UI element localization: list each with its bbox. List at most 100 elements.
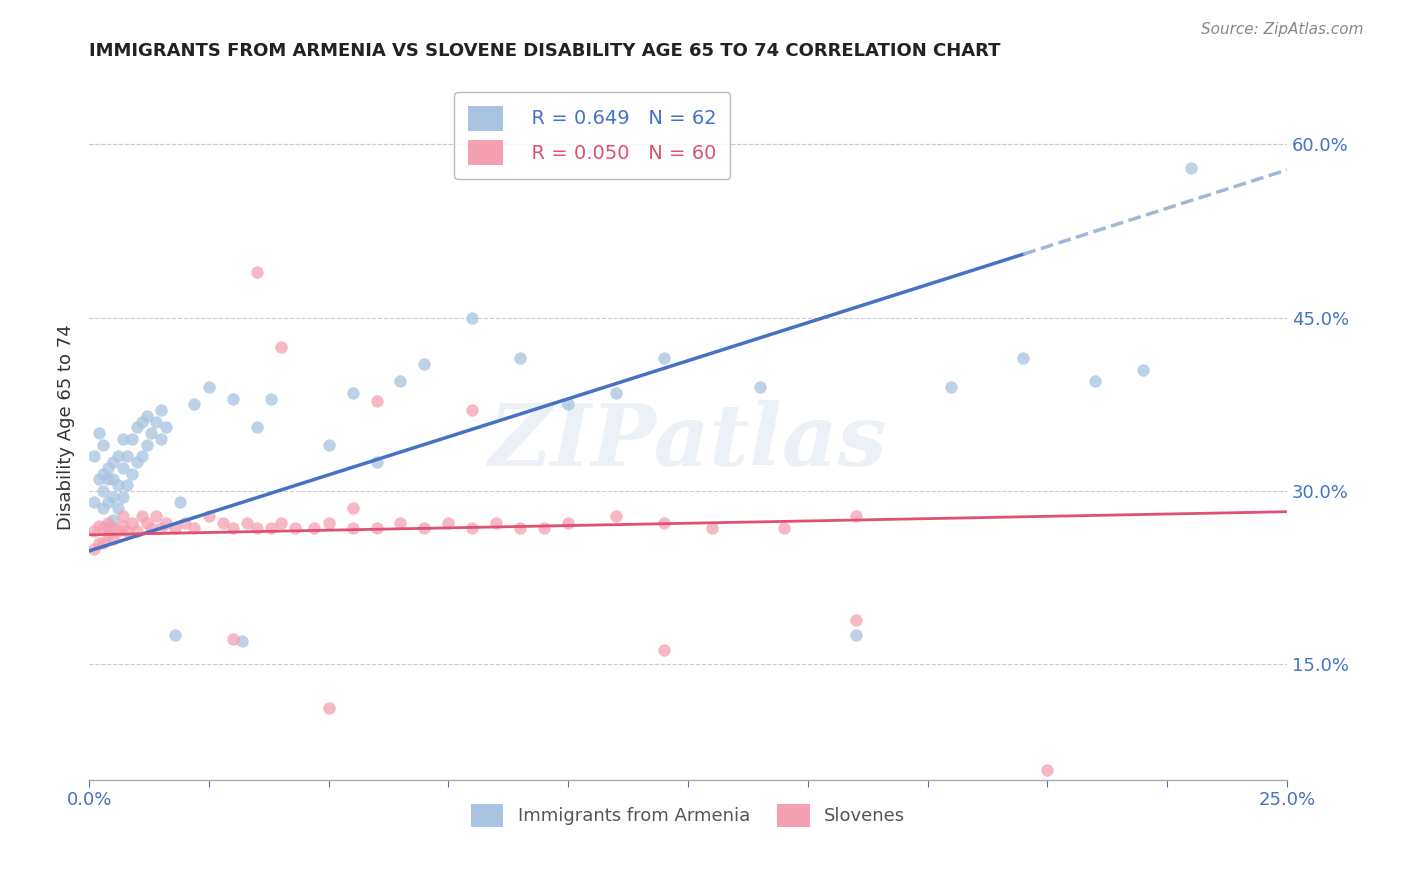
Point (101, 472, 124, 486)
Point (557, 516, 579, 531)
Point (366, 521, 388, 535)
Point (212, 516, 235, 531)
Point (111, 490, 134, 504)
Point (652, 516, 675, 531)
Point (107, 501, 129, 516)
Point (1084, 374, 1107, 388)
Point (83, 541, 105, 556)
Point (183, 521, 205, 535)
Point (121, 467, 143, 481)
Point (97, 495, 120, 509)
Point (131, 415, 153, 429)
Point (246, 264, 269, 278)
Point (318, 701, 340, 715)
Point (87, 472, 110, 486)
Point (260, 521, 283, 535)
Point (366, 393, 388, 408)
Point (97, 472, 120, 486)
Point (83, 524, 105, 539)
Point (107, 450, 129, 464)
Point (101, 490, 124, 504)
Point (111, 518, 134, 533)
Point (437, 516, 460, 531)
Point (1012, 351, 1035, 365)
Point (652, 643, 675, 657)
Point (97, 518, 120, 533)
Point (260, 392, 283, 406)
Point (149, 403, 172, 417)
Point (461, 310, 484, 325)
Point (135, 516, 157, 531)
Point (270, 516, 292, 531)
Point (485, 516, 508, 531)
Point (93, 521, 115, 535)
Point (97, 460, 120, 475)
Point (169, 495, 191, 509)
Point (125, 455, 148, 469)
Point (198, 380, 221, 394)
Point (111, 509, 134, 524)
Point (748, 380, 770, 394)
Point (83, 495, 105, 509)
Point (413, 521, 436, 535)
Point (87, 536, 110, 550)
Point (145, 509, 167, 524)
Point (93, 467, 115, 481)
Point (605, 509, 627, 524)
Point (131, 450, 153, 464)
Point (941, 380, 963, 394)
Y-axis label: Disability Age 65 to 74: Disability Age 65 to 74 (58, 325, 75, 530)
Point (605, 385, 627, 400)
Point (83, 450, 105, 464)
Point (111, 460, 134, 475)
Point (413, 357, 436, 371)
Point (121, 516, 143, 531)
Point (222, 392, 245, 406)
Text: ZIPatlas: ZIPatlas (489, 400, 887, 483)
Point (1180, 161, 1202, 175)
Point (700, 521, 723, 535)
Point (509, 521, 531, 535)
Point (97, 516, 120, 531)
Point (389, 374, 412, 388)
Point (246, 521, 269, 535)
Point (461, 403, 484, 417)
Point (101, 521, 124, 535)
Legend: Immigrants from Armenia, Slovenes: Immigrants from Armenia, Slovenes (464, 797, 912, 834)
Point (222, 632, 245, 646)
Point (198, 509, 221, 524)
Point (845, 613, 868, 627)
Point (772, 521, 794, 535)
Point (135, 438, 157, 452)
Point (117, 450, 139, 464)
Text: Source: ZipAtlas.com: Source: ZipAtlas.com (1201, 22, 1364, 37)
Point (149, 521, 172, 535)
Point (155, 516, 177, 531)
Point (183, 397, 205, 411)
Point (117, 478, 139, 492)
Point (304, 521, 326, 535)
Point (101, 533, 124, 547)
Point (155, 420, 177, 434)
Point (93, 501, 115, 516)
Point (284, 521, 307, 535)
Point (165, 521, 187, 535)
Point (101, 513, 124, 527)
Point (342, 521, 364, 535)
Point (125, 420, 148, 434)
Point (87, 518, 110, 533)
Point (270, 340, 292, 354)
Point (101, 455, 124, 469)
Point (509, 351, 531, 365)
Point (111, 432, 134, 446)
Point (174, 516, 197, 531)
Point (93, 483, 115, 498)
Point (366, 455, 388, 469)
Point (231, 634, 253, 648)
Point (107, 478, 129, 492)
Point (342, 501, 364, 516)
Point (342, 385, 364, 400)
Point (149, 432, 172, 446)
Point (557, 397, 579, 411)
Point (125, 524, 148, 539)
